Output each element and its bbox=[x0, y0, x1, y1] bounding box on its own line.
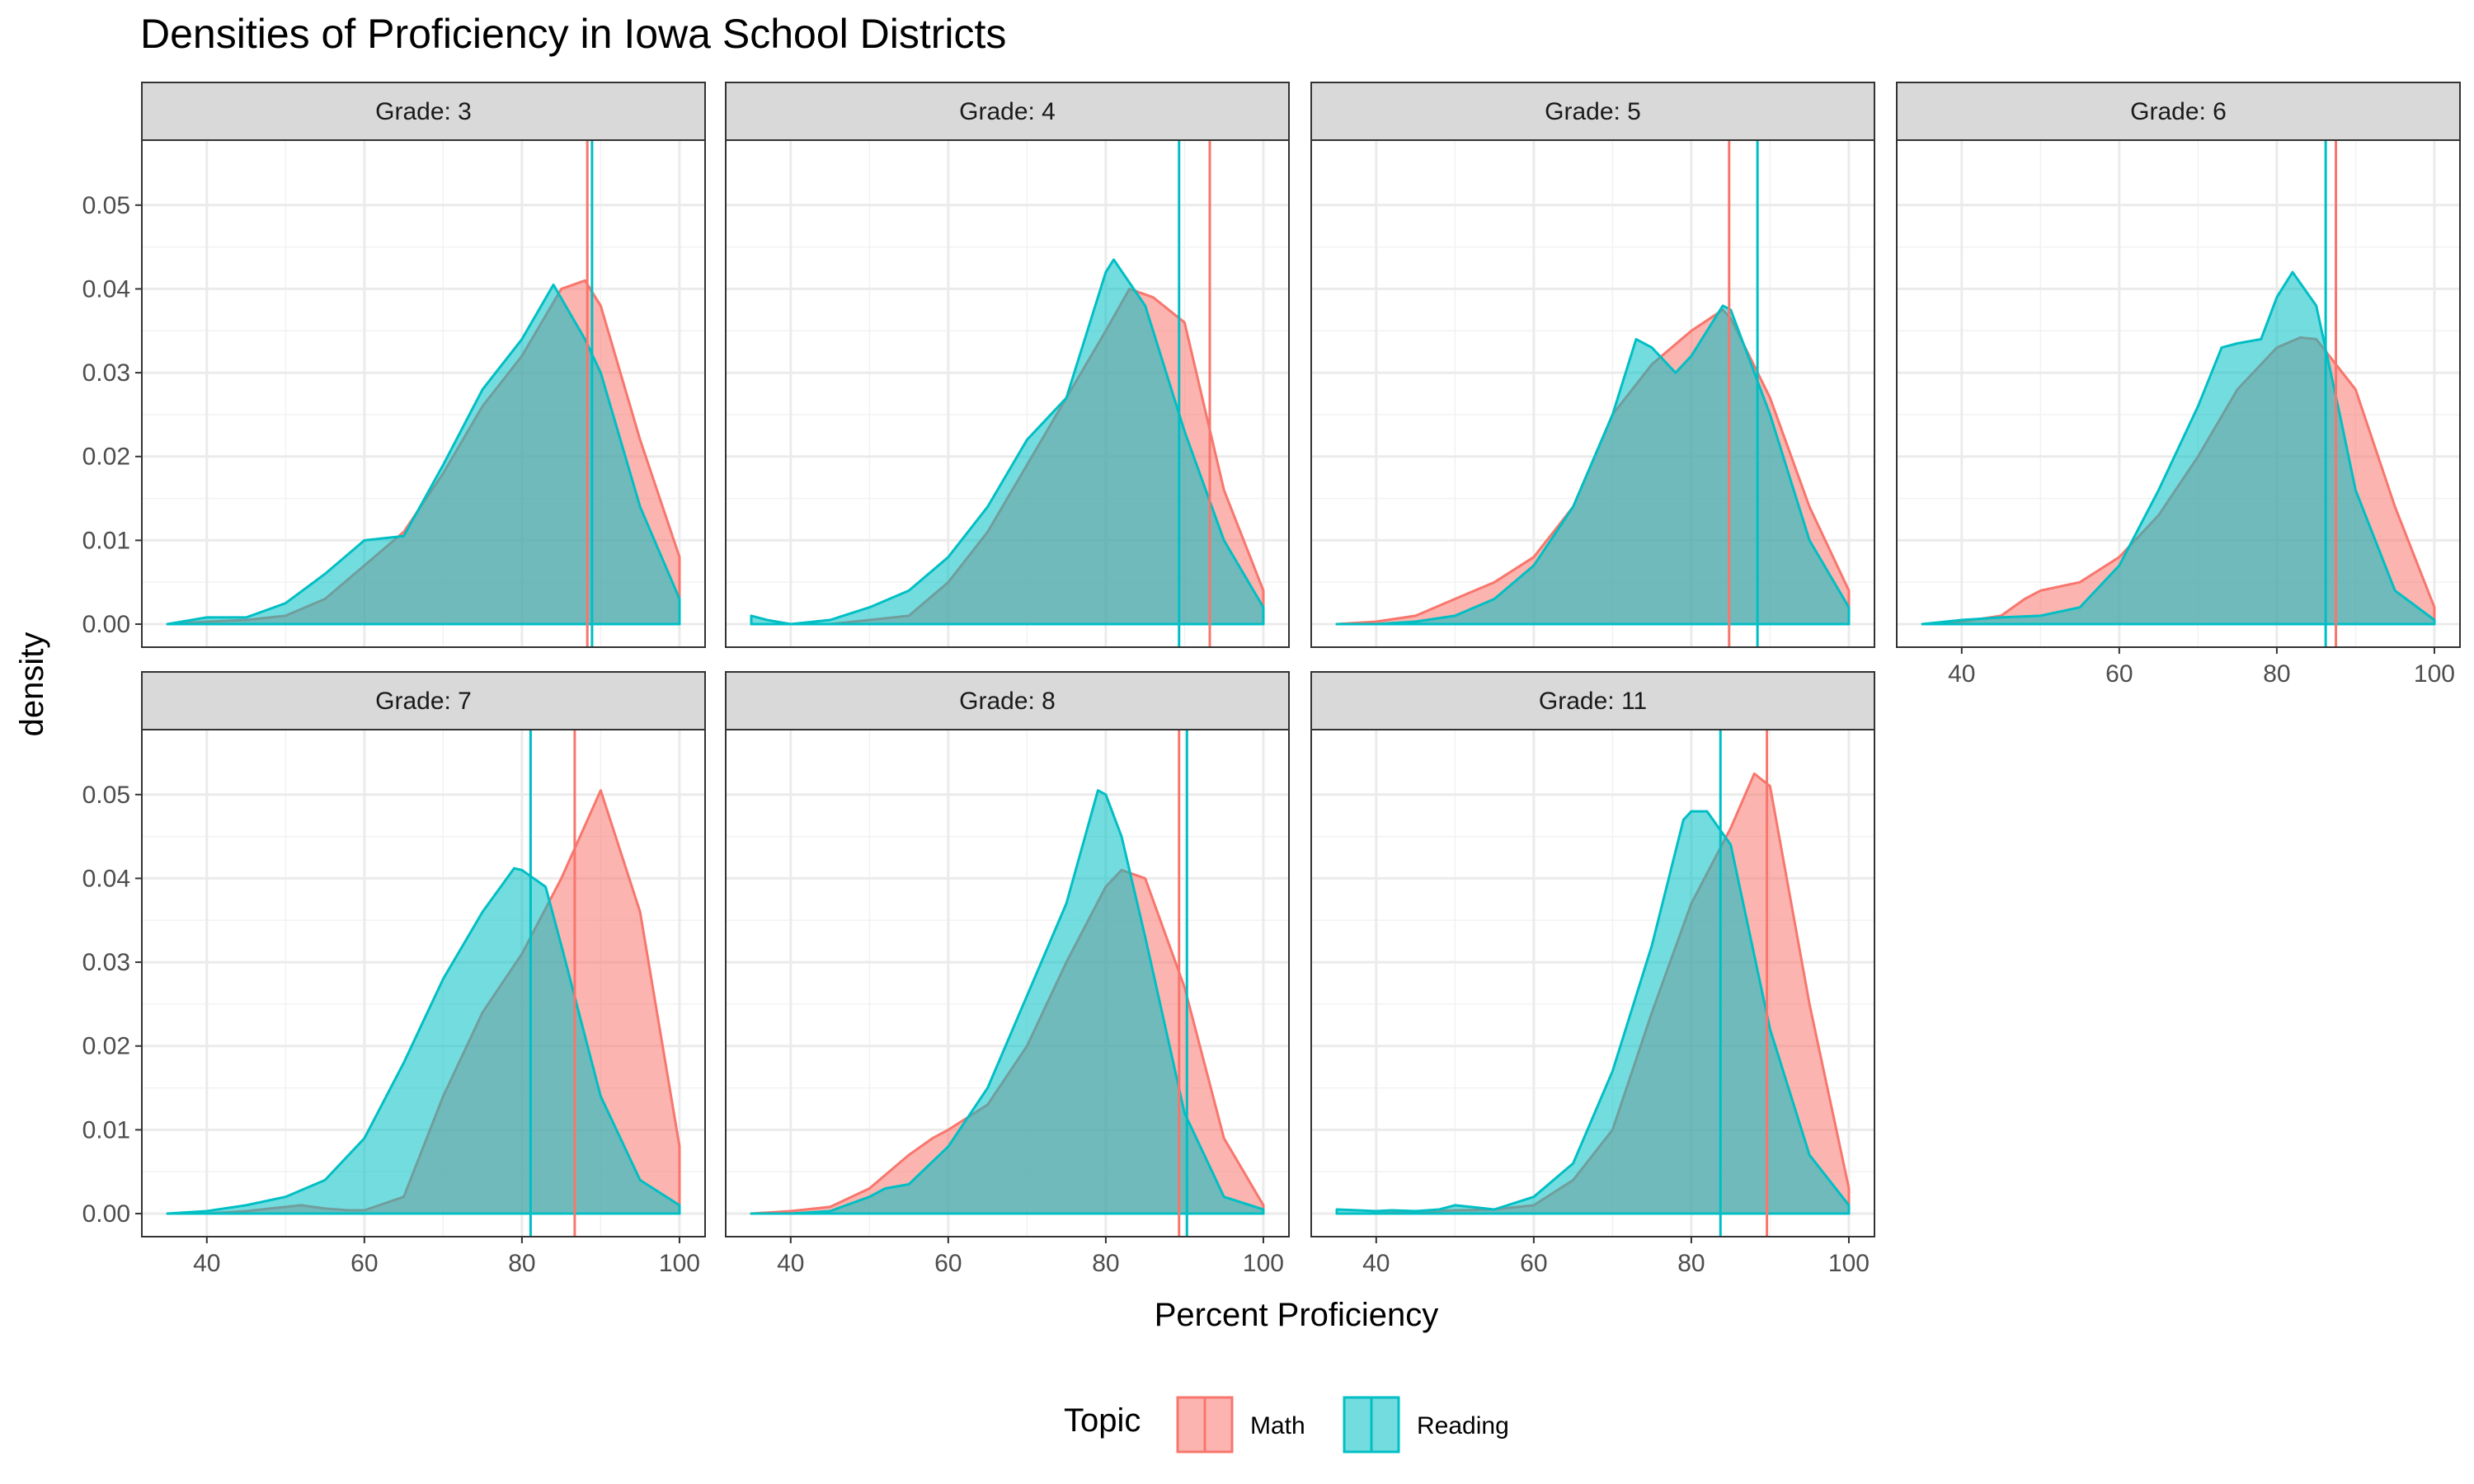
facet-strip bbox=[141, 671, 706, 730]
facet-strip bbox=[725, 671, 1290, 730]
facet-strip bbox=[1310, 82, 1875, 141]
x-tick-label: 40 bbox=[1362, 1250, 1390, 1277]
density-area-reading bbox=[750, 789, 1265, 1215]
x-tick-label: 100 bbox=[1243, 1250, 1284, 1277]
density-area-reading bbox=[166, 866, 681, 1215]
facet-strip-label: Grade: 7 bbox=[375, 688, 472, 715]
panel-grade-11: Grade: 11 40 60 80 100 bbox=[1310, 671, 1875, 1277]
y-tick-label: 0.02 bbox=[82, 444, 130, 471]
y-axis-title: density bbox=[14, 632, 50, 737]
legend-item-math: Math bbox=[1176, 1396, 1305, 1453]
facet-strip-label: Grade: 11 bbox=[1539, 688, 1647, 715]
facet-strip bbox=[1310, 671, 1875, 730]
x-tick-label: 100 bbox=[2414, 660, 2455, 688]
facet-strip-label: Grade: 6 bbox=[2130, 98, 2227, 125]
density-area-reading bbox=[166, 283, 681, 626]
x-tick-label: 60 bbox=[2105, 660, 2133, 688]
density-area-reading bbox=[750, 258, 1265, 626]
x-tick-label: 80 bbox=[1677, 1250, 1705, 1277]
legend-label-reading: Reading bbox=[1417, 1412, 1509, 1439]
y-tick-label: 0.05 bbox=[82, 782, 130, 809]
density-area-reading bbox=[1335, 304, 1851, 626]
y-tick-label: 0.02 bbox=[82, 1033, 130, 1060]
y-tick-label: 0.03 bbox=[82, 949, 130, 976]
x-tick-label: 80 bbox=[2263, 660, 2290, 688]
y-tick-label: 0.01 bbox=[82, 527, 130, 554]
legend: Topic Math Reading bbox=[1064, 1396, 1509, 1453]
y-tick-label: 0.00 bbox=[82, 611, 130, 638]
x-tick-label: 80 bbox=[1092, 1250, 1119, 1277]
facet-strip bbox=[725, 82, 1290, 141]
facet-strip-label: Grade: 4 bbox=[959, 98, 1056, 125]
y-tick-label: 0.04 bbox=[82, 275, 130, 303]
facet-strip-label: Grade: 3 bbox=[375, 98, 472, 125]
legend-title: Topic bbox=[1064, 1402, 1141, 1439]
panel-grade-6: Grade: 6 40 60 80 100 bbox=[1896, 82, 2461, 688]
facet-panels: Grade: 3 0.00 0.01 0.02 0.03 0.04 0.05 Grade: 4… bbox=[82, 82, 2461, 1277]
x-tick-label: 60 bbox=[350, 1250, 378, 1277]
panel-grade-3: Grade: 3 0.00 0.01 0.02 0.03 0.04 0.05 bbox=[82, 82, 706, 648]
panel-grade-7: Grade: 7 0.00 0.01 0.02 0.03 0.04 0.05 40 60 80 10… bbox=[82, 671, 706, 1277]
y-tick-label: 0.00 bbox=[82, 1200, 130, 1228]
x-tick-label: 100 bbox=[659, 1250, 700, 1277]
x-tick-label: 40 bbox=[777, 1250, 804, 1277]
x-tick-label: 80 bbox=[508, 1250, 535, 1277]
panel-grade-5: Grade: 5 bbox=[1310, 82, 1875, 648]
facet-strip bbox=[141, 82, 706, 141]
legend-item-reading: Reading bbox=[1343, 1396, 1509, 1453]
y-tick-label: 0.03 bbox=[82, 359, 130, 387]
x-tick-label: 100 bbox=[1828, 1250, 1870, 1277]
x-tick-label: 60 bbox=[934, 1250, 962, 1277]
panel-grade-8: Grade: 8 40 60 80 100 bbox=[725, 671, 1290, 1277]
x-axis-title: Percent Proficiency bbox=[1155, 1297, 1439, 1333]
facet-strip bbox=[1896, 82, 2461, 141]
y-tick-label: 0.05 bbox=[82, 192, 130, 219]
facet-strip-label: Grade: 5 bbox=[1545, 98, 1641, 125]
y-tick-label: 0.01 bbox=[82, 1116, 130, 1144]
x-tick-label: 40 bbox=[193, 1250, 220, 1277]
density-area-reading bbox=[1921, 270, 2436, 626]
x-tick-label: 40 bbox=[1948, 660, 1975, 688]
legend-label-math: Math bbox=[1250, 1412, 1305, 1439]
facet-strip-label: Grade: 8 bbox=[959, 688, 1056, 715]
y-tick-label: 0.04 bbox=[82, 865, 130, 892]
panel-grade-4: Grade: 4 bbox=[725, 82, 1290, 648]
chart-title: Densities of Proficiency in Iowa School … bbox=[140, 11, 1006, 57]
x-tick-label: 60 bbox=[1520, 1250, 1547, 1277]
